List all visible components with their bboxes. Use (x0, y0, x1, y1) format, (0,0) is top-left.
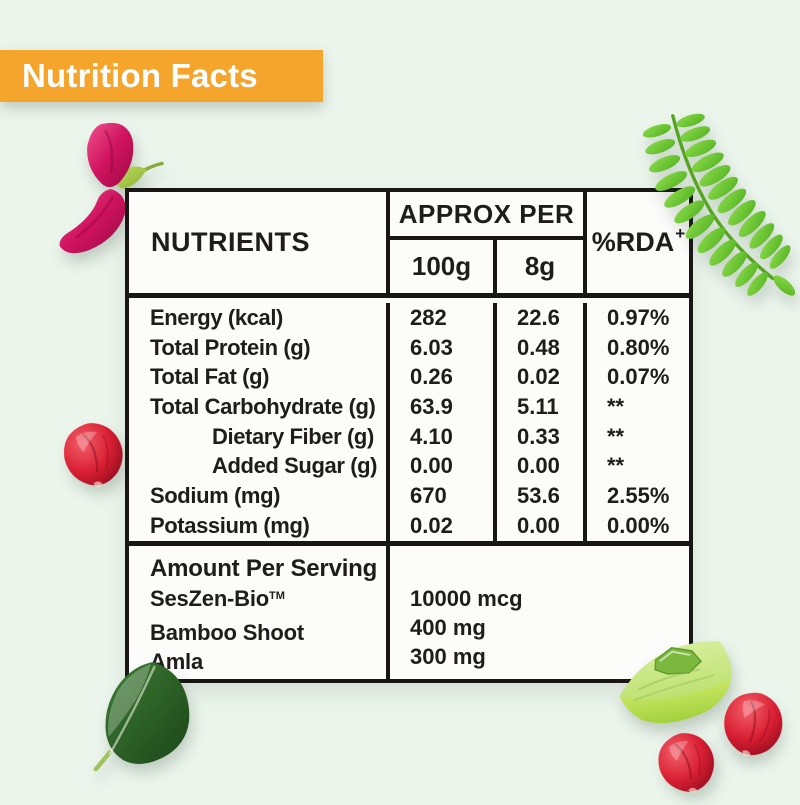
serving-item-name: SesZen-BioTM (150, 586, 285, 611)
serving-item-amount: 10000 mcg (410, 586, 523, 611)
rda-cell: 0.00% (607, 512, 670, 538)
serving-item-amount: 400 mg (410, 615, 486, 640)
serving-item-amount: 300 mg (410, 644, 486, 669)
nutrient-name-cell: Total Carbohydrate (g) (129, 392, 390, 422)
pink-flower-decoration (59, 122, 164, 254)
nutrient-name-cell: Sodium (mg) (129, 481, 390, 511)
fern-leaf-decoration (642, 113, 795, 296)
approx-per-header: APPROX PER (390, 192, 583, 240)
nutrient-name-cell: Potassium (mg) (129, 510, 390, 541)
per-100g-cell: 4.10 (390, 421, 497, 452)
nutrient-name-cell: Total Fat (g) (129, 362, 390, 393)
nutrition-facts-banner: Nutrition Facts (0, 50, 323, 102)
col-header-8g: 8g (524, 251, 556, 281)
per-100g-cell: 282 (390, 303, 497, 333)
per-100g-cell: 63.9 (390, 392, 497, 422)
per-100g-cell: 6.03 (390, 332, 497, 363)
table-body: Energy (kcal) 282 22.6 0.97% Total Prote… (129, 298, 689, 546)
per-100g-cell: 0.02 (390, 510, 497, 541)
rda-cell: 2.55% (607, 482, 670, 508)
per-100g-cell: 670 (390, 481, 497, 511)
col-header-100g: 100g (390, 240, 497, 293)
per-8g-cell: 0.33 (497, 421, 587, 452)
table-row: Total Protein (g) 6.03 0.48 0.80% (129, 332, 689, 363)
rda-cell: ** (607, 453, 625, 479)
serving-title: Amount Per Serving (150, 555, 378, 582)
table-row: Total Fat (g) 0.26 0.02 0.07% (129, 362, 689, 393)
nutrient-name-cell: Dietary Fiber (g) (129, 421, 390, 452)
table-header: NUTRIENTS APPROX PER 100g 8g %RDA + (129, 192, 689, 298)
table-row: Total Carbohydrate (g) 63.9 5.11 ** (129, 392, 689, 422)
nutrients-header: NUTRIENTS (129, 192, 390, 293)
rda-header: %RDA + (591, 223, 686, 258)
per-8g-cell: 5.11 (497, 392, 587, 422)
rda-cell: ** (607, 423, 625, 449)
approx-per-block: APPROX PER 100g 8g (390, 192, 587, 293)
per-8g-cell: 22.6 (497, 303, 587, 333)
table-row: Sodium (mg) 670 53.6 2.55% (129, 481, 689, 511)
table-row: Added Sugar (g) 0.00 0.00 ** (129, 451, 689, 482)
per-100g-cell: 0.00 (390, 451, 497, 482)
per-8g-cell: 53.6 (497, 481, 587, 511)
nutrient-name-cell: Total Protein (g) (129, 332, 390, 363)
amla-wedge-decoration (619, 641, 732, 724)
nutrition-table: NUTRIENTS APPROX PER 100g 8g %RDA + Energ… (125, 188, 693, 683)
amount-per-serving-section: Amount Per Serving SesZen-BioTM Bamboo S… (129, 546, 689, 679)
serving-names-column: Amount Per Serving SesZen-BioTM Bamboo S… (129, 546, 390, 679)
per-8g-cell: 0.00 (497, 451, 587, 482)
table-row: Potassium (mg) 0.02 0.00 0.00% (129, 510, 689, 541)
rda-cell: ** (607, 393, 625, 419)
round-green-leaf-decoration (93, 662, 190, 772)
per-8g-cell: 0.02 (497, 362, 587, 393)
per-100g-cell: 0.26 (390, 362, 497, 393)
nutrient-name-cell: Energy (kcal) (129, 303, 390, 333)
rda-cell: 0.80% (607, 334, 670, 360)
table-row: Dietary Fiber (g) 4.10 0.33 ** (129, 421, 689, 452)
trademark-superscript: TM (269, 590, 285, 602)
rda-plus-superscript: + (675, 223, 686, 243)
banner-title: Nutrition Facts (22, 57, 258, 94)
serving-amounts-column: 10000 mcg 400 mg 300 mg (390, 546, 689, 679)
serving-item-name: Bamboo Shoot (150, 620, 305, 645)
per-8g-cell: 0.00 (497, 510, 587, 541)
nutrient-name-cell: Added Sugar (g) (129, 451, 390, 482)
table-row: Energy (kcal) 282 22.6 0.97% (129, 303, 689, 333)
rda-cell: 0.97% (607, 304, 670, 330)
per-8g-cell: 0.48 (497, 332, 587, 363)
rda-cell: 0.07% (607, 364, 670, 390)
